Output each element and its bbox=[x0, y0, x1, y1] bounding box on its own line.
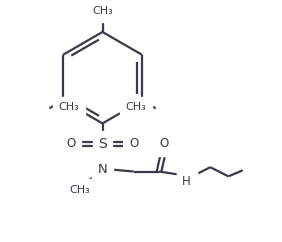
Text: CH₃: CH₃ bbox=[92, 6, 113, 16]
Text: CH₃: CH₃ bbox=[126, 102, 146, 112]
Text: S: S bbox=[98, 137, 107, 151]
Text: O: O bbox=[160, 137, 169, 150]
Text: CH₃: CH₃ bbox=[58, 102, 79, 112]
Text: H: H bbox=[182, 175, 191, 188]
Text: CH₃: CH₃ bbox=[69, 185, 90, 195]
Text: N: N bbox=[182, 170, 191, 183]
Text: N: N bbox=[98, 163, 107, 176]
Text: O: O bbox=[129, 137, 139, 150]
Text: O: O bbox=[66, 137, 76, 150]
